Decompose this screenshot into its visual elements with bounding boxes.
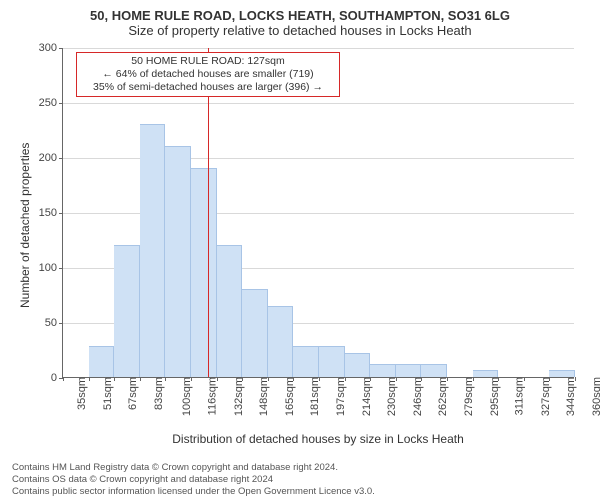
xtick-mark — [396, 377, 397, 381]
xtick-mark — [345, 377, 346, 381]
xtick-mark — [217, 377, 218, 381]
xtick-label: 262sqm — [435, 377, 449, 416]
xtick-mark — [575, 377, 576, 381]
histogram-bar — [293, 346, 319, 377]
xtick-label: 214sqm — [359, 377, 373, 416]
ytick-label: 200 — [39, 152, 63, 164]
xtick-label: 230sqm — [384, 377, 398, 416]
xtick-mark — [370, 377, 371, 381]
ytick-label: 300 — [39, 42, 63, 54]
histogram-bar — [549, 370, 575, 377]
histogram-bar — [473, 370, 499, 377]
xtick-label: 67sqm — [125, 377, 139, 410]
xtick-mark — [473, 377, 474, 381]
ytick-label: 150 — [39, 207, 63, 219]
xtick-mark — [114, 377, 115, 381]
chart-title-main: 50, HOME RULE ROAD, LOCKS HEATH, SOUTHAM… — [0, 8, 600, 23]
histogram-bar — [396, 364, 422, 377]
xtick-label: 344sqm — [563, 377, 577, 416]
xtick-mark — [524, 377, 525, 381]
xtick-mark — [89, 377, 90, 381]
histogram-bar — [114, 245, 140, 377]
xtick-label: 132sqm — [231, 377, 245, 416]
xtick-label: 181sqm — [307, 377, 321, 416]
xtick-label: 83sqm — [151, 377, 165, 410]
xtick-mark — [63, 377, 64, 381]
chart-title-sub: Size of property relative to detached ho… — [0, 23, 600, 38]
callout-box: 50 HOME RULE ROAD: 127sqm← 64% of detach… — [76, 52, 340, 97]
callout-line: ← 64% of detached houses are smaller (71… — [81, 68, 335, 81]
footer-line-1: Contains HM Land Registry data © Crown c… — [12, 462, 375, 474]
chart-container: 50, HOME RULE ROAD, LOCKS HEATH, SOUTHAM… — [0, 8, 600, 38]
xtick-mark — [319, 377, 320, 381]
histogram-plot: 05010015020025030035sqm51sqm67sqm83sqm10… — [62, 48, 574, 378]
xtick-mark — [549, 377, 550, 381]
footer-line-3: Contains public sector information licen… — [12, 486, 375, 498]
gridline — [63, 103, 574, 104]
xtick-label: 246sqm — [410, 377, 424, 416]
footer: Contains HM Land Registry data © Crown c… — [12, 462, 375, 498]
footer-line-2: Contains OS data © Crown copyright and d… — [12, 474, 375, 486]
xtick-mark — [242, 377, 243, 381]
y-axis-label: Number of detached properties — [18, 143, 32, 308]
callout-line: 50 HOME RULE ROAD: 127sqm — [81, 55, 335, 68]
ytick-label: 0 — [51, 372, 63, 384]
xtick-mark — [268, 377, 269, 381]
xtick-mark — [421, 377, 422, 381]
histogram-bar — [191, 168, 217, 377]
xtick-label: 311sqm — [512, 377, 526, 415]
xtick-label: 100sqm — [179, 377, 193, 416]
histogram-bar — [421, 364, 447, 377]
xtick-mark — [498, 377, 499, 381]
xtick-mark — [140, 377, 141, 381]
xtick-mark — [191, 377, 192, 381]
histogram-bar — [89, 346, 115, 377]
xtick-label: 279sqm — [461, 377, 475, 416]
xtick-label: 197sqm — [333, 377, 347, 416]
histogram-bar — [319, 346, 345, 377]
x-axis-label: Distribution of detached houses by size … — [62, 432, 574, 446]
histogram-bar — [217, 245, 243, 377]
ytick-label: 100 — [39, 262, 63, 274]
xtick-mark — [293, 377, 294, 381]
histogram-bar — [268, 306, 294, 378]
xtick-label: 148sqm — [256, 377, 270, 416]
xtick-mark — [165, 377, 166, 381]
ytick-label: 250 — [39, 97, 63, 109]
gridline — [63, 48, 574, 49]
histogram-bar — [165, 146, 191, 377]
histogram-bar — [370, 364, 396, 377]
xtick-mark — [447, 377, 448, 381]
xtick-label: 116sqm — [205, 377, 219, 415]
ytick-label: 50 — [45, 317, 63, 329]
xtick-label: 295sqm — [487, 377, 501, 416]
histogram-bar — [345, 353, 371, 377]
xtick-label: 360sqm — [589, 377, 600, 416]
histogram-bar — [242, 289, 268, 377]
xtick-label: 327sqm — [538, 377, 552, 416]
xtick-label: 165sqm — [282, 377, 296, 416]
xtick-label: 51sqm — [100, 377, 114, 410]
histogram-bar — [140, 124, 166, 377]
callout-line: 35% of semi-detached houses are larger (… — [81, 81, 335, 94]
xtick-label: 35sqm — [74, 377, 88, 410]
